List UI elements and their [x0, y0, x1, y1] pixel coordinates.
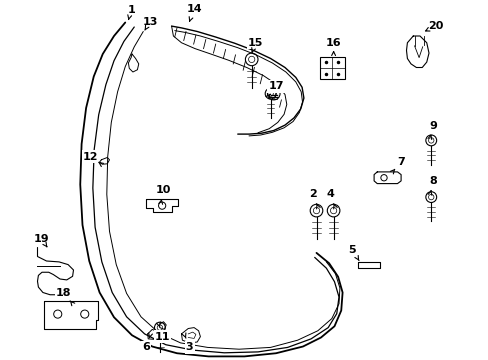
Text: 1: 1 — [127, 5, 135, 15]
Text: 17: 17 — [268, 81, 283, 91]
Text: 18: 18 — [56, 288, 71, 298]
Text: 11: 11 — [155, 332, 170, 342]
Text: 14: 14 — [186, 4, 202, 14]
Text: 10: 10 — [156, 185, 171, 195]
Text: 9: 9 — [428, 121, 437, 131]
Text: 6: 6 — [142, 342, 150, 352]
Text: 19: 19 — [33, 234, 49, 243]
FancyBboxPatch shape — [320, 57, 344, 79]
Text: 2: 2 — [308, 189, 316, 199]
Text: 8: 8 — [429, 176, 436, 186]
Text: 3: 3 — [185, 342, 193, 352]
Text: 13: 13 — [142, 17, 157, 27]
Text: 15: 15 — [247, 38, 263, 48]
Text: 4: 4 — [325, 189, 333, 199]
Text: 7: 7 — [396, 157, 404, 167]
Text: 16: 16 — [325, 38, 341, 48]
Text: 5: 5 — [348, 245, 356, 255]
Text: 12: 12 — [82, 152, 98, 162]
Text: 20: 20 — [427, 21, 443, 31]
